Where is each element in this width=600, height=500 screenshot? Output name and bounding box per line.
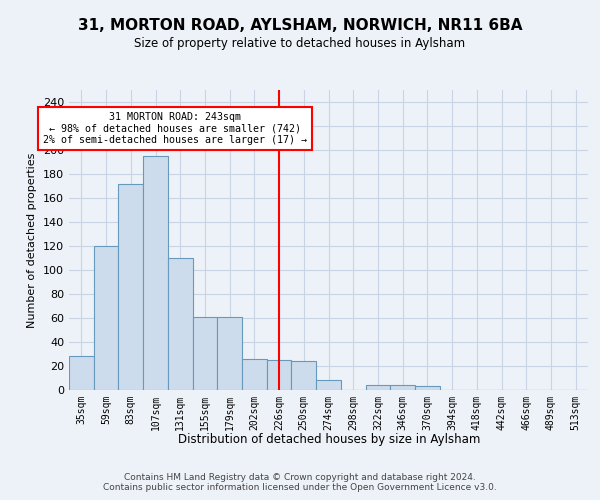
Bar [390, 385, 415, 390]
Text: 31, MORTON ROAD, AYLSHAM, NORWICH, NR11 6BA: 31, MORTON ROAD, AYLSHAM, NORWICH, NR11 … [78, 18, 522, 32]
Bar [217, 317, 242, 390]
Bar [69, 356, 94, 390]
Bar [118, 184, 143, 390]
Bar [415, 386, 440, 390]
Bar [94, 246, 118, 390]
Text: Distribution of detached houses by size in Aylsham: Distribution of detached houses by size … [178, 432, 480, 446]
Bar [143, 156, 168, 390]
Bar [292, 361, 316, 390]
Bar [365, 385, 390, 390]
Text: 31 MORTON ROAD: 243sqm
← 98% of detached houses are smaller (742)
2% of semi-det: 31 MORTON ROAD: 243sqm ← 98% of detached… [43, 112, 307, 145]
Text: Contains HM Land Registry data © Crown copyright and database right 2024.
Contai: Contains HM Land Registry data © Crown c… [103, 472, 497, 492]
Bar [242, 359, 267, 390]
Bar [316, 380, 341, 390]
Bar [193, 317, 217, 390]
Bar [267, 360, 292, 390]
Text: Size of property relative to detached houses in Aylsham: Size of property relative to detached ho… [134, 38, 466, 51]
Y-axis label: Number of detached properties: Number of detached properties [28, 152, 37, 328]
Bar [168, 258, 193, 390]
